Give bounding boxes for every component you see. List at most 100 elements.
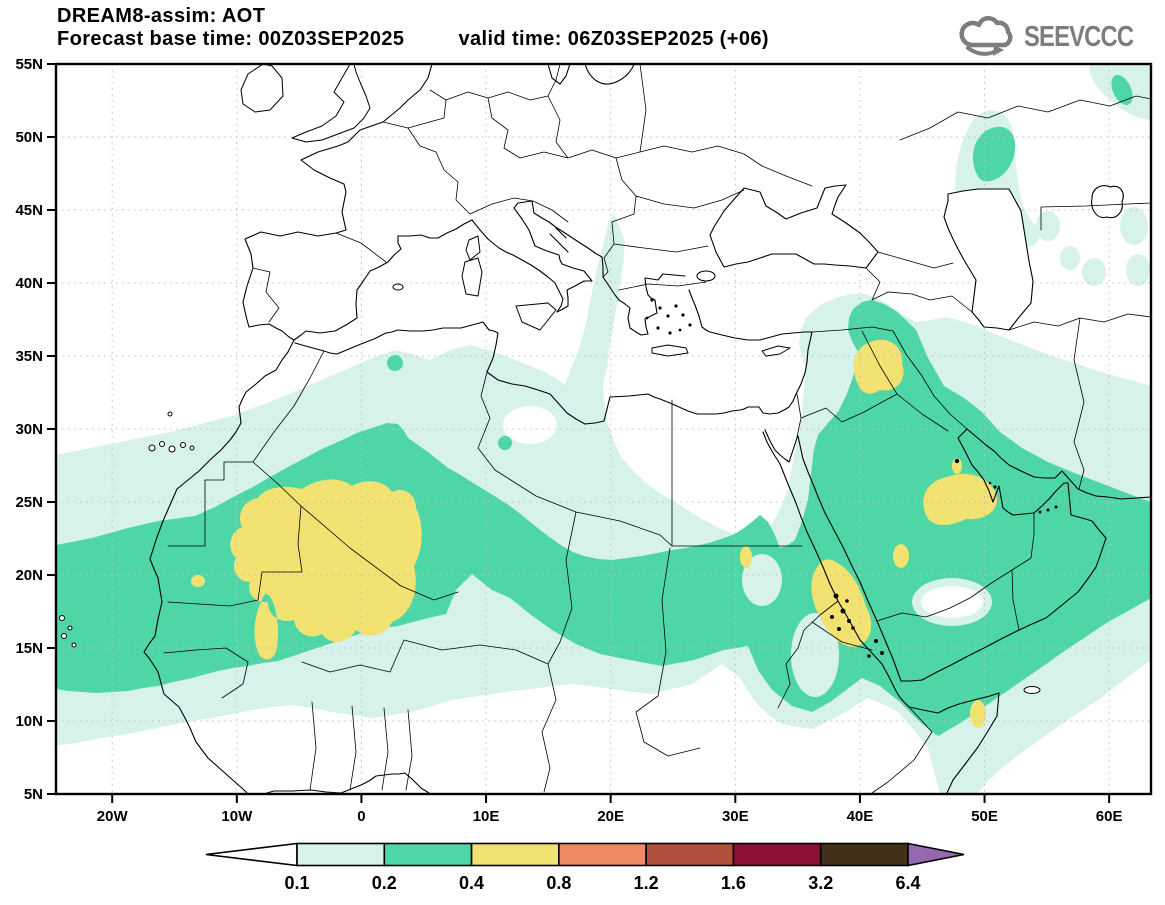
y-axis-label-20N: 20N — [15, 567, 43, 584]
coastline-gulf-of-guinea — [266, 772, 430, 794]
colorbar-segment-1 — [296, 842, 386, 867]
aot-teal-sliver — [1111, 75, 1133, 105]
cape-verde-island — [61, 633, 67, 639]
y-axis-label-55N: 55N — [15, 56, 43, 73]
aot-yellow-iraq — [853, 339, 904, 394]
coastline-arabia-iran — [764, 428, 1151, 682]
y-axis-labels: 55N 50N 45N 40N 35N 30N 25N 20N 15N 10N 5N — [15, 56, 43, 803]
colorbar-segment-2 — [383, 842, 473, 867]
base-time-label: Forecast base time: 00Z03SEP2025 — [57, 28, 405, 50]
map-linework — [59, 64, 1151, 794]
aot-teal-dot — [498, 436, 512, 450]
cloud-logo-icon — [959, 15, 1013, 56]
aot-teal-caspian-core — [972, 126, 1016, 182]
aot-patch — [1126, 254, 1150, 286]
colorbar-legend: 0.1 0.2 0.4 0.8 1.2 1.6 3.2 6.4 — [205, 842, 965, 893]
colorbar-under-arrow — [205, 842, 298, 867]
y-axis-label-45N: 45N — [15, 202, 43, 219]
sea-of-marmara — [696, 270, 716, 282]
colorbar-over-arrow — [907, 842, 965, 867]
x-axis-label-20E: 20E — [597, 808, 624, 825]
colorbar-label-1.6: 1.6 — [721, 873, 746, 893]
y-axis-label-30N: 30N — [15, 421, 43, 438]
aot-yellow-saudi — [923, 473, 997, 525]
x-axis-label-50E: 50E — [971, 808, 998, 825]
grid-lines — [56, 64, 1151, 794]
islands — [59, 64, 1041, 694]
colorbar-label-1.2: 1.2 — [634, 873, 659, 893]
country-borders — [163, 64, 1151, 794]
sardinia — [461, 257, 483, 297]
madeira — [167, 411, 173, 417]
mallorca — [392, 283, 404, 291]
aot-yellow-somalia — [970, 700, 986, 728]
aot-yellow-saudi-s — [893, 544, 909, 568]
coastline-morocco-westafrica — [143, 339, 295, 794]
y-axis-label-40N: 40N — [15, 275, 43, 292]
crete — [651, 344, 689, 357]
colorbar-segment-7 — [819, 842, 909, 867]
colorbar-label-3.2: 3.2 — [808, 873, 833, 893]
colorbar-label-0.8: 0.8 — [546, 873, 571, 893]
aot-yellow-senegal — [191, 575, 205, 587]
colorbar-label-0.2: 0.2 — [372, 873, 397, 893]
x-axis-label-10W: 10W — [221, 808, 253, 825]
aot-contour-fills — [56, 64, 1151, 793]
aot-patch — [1036, 211, 1060, 241]
cape-verde-island — [71, 642, 77, 648]
x-axis-label-10E: 10E — [473, 808, 500, 825]
aot-hole — [921, 586, 983, 618]
black-sea — [709, 184, 879, 269]
y-axis-label-25N: 25N — [15, 494, 43, 511]
corsica — [465, 235, 481, 261]
socotra — [1023, 686, 1041, 694]
canary-island — [189, 445, 195, 451]
coastline-europe-africa — [242, 64, 686, 341]
colorbar-segment-4 — [558, 842, 647, 867]
aot-teal-dot — [387, 355, 403, 371]
caspian-sea — [943, 188, 1034, 331]
x-axis-label-60E: 60E — [1096, 808, 1123, 825]
map-speckles — [645, 298, 1058, 658]
colorbar-segment-6 — [732, 842, 822, 867]
coastline-redsea-somalia — [762, 431, 1000, 794]
ireland — [240, 64, 284, 113]
colorbar-label-6.4: 6.4 — [895, 873, 920, 893]
great-britain — [291, 64, 371, 143]
plot-title: DREAM8-assim: AOT — [57, 5, 266, 27]
colorbar-segment-5 — [645, 842, 735, 867]
aral-sea — [1091, 185, 1124, 219]
axis-ticks — [47, 63, 1111, 803]
plot-subtitle: Forecast base time: 00Z03SEP2025 valid ti… — [57, 28, 769, 51]
colorbar-label-0.1: 0.1 — [284, 873, 309, 893]
y-axis-label-15N: 15N — [15, 640, 43, 657]
canary-island — [168, 445, 176, 453]
y-axis-label-5N: 5N — [24, 786, 43, 803]
cyprus — [761, 345, 791, 357]
cape-verde-island — [67, 625, 73, 631]
canary-island — [148, 444, 156, 452]
seevccc-logo: SEEVCCC — [956, 12, 1157, 62]
x-axis-label-20W: 20W — [97, 808, 129, 825]
colorbar-segment-3 — [470, 842, 560, 867]
aot-yellow-kuwait — [952, 458, 962, 474]
logo-text: SEEVCCC — [1023, 20, 1134, 53]
y-axis-label-50N: 50N — [15, 129, 43, 146]
aot-gap — [742, 554, 782, 606]
colorbar-label-0.4: 0.4 — [459, 873, 484, 893]
x-axis-label-40E: 40E — [847, 808, 874, 825]
y-axis-label-35N: 35N — [15, 348, 43, 365]
coastline-denmark-baltic — [547, 64, 635, 85]
aot-yellow-west-africa — [230, 479, 422, 660]
aot-patch — [1120, 207, 1148, 245]
aot-yellow-redsea — [811, 559, 872, 647]
aot-yellow-sudan — [740, 546, 752, 568]
plot-header: DREAM8-assim: AOT Forecast base time: 00… — [57, 5, 769, 51]
x-axis-labels: 20W 10W 0 10E 20E 30E 40E 50E 60E — [97, 808, 1123, 825]
valid-time-label: valid time: 06Z03SEP2025 (+06) — [458, 28, 769, 50]
coastline-anatolia-africa — [294, 289, 813, 425]
aot-hole — [503, 406, 557, 444]
sicily — [515, 302, 557, 331]
